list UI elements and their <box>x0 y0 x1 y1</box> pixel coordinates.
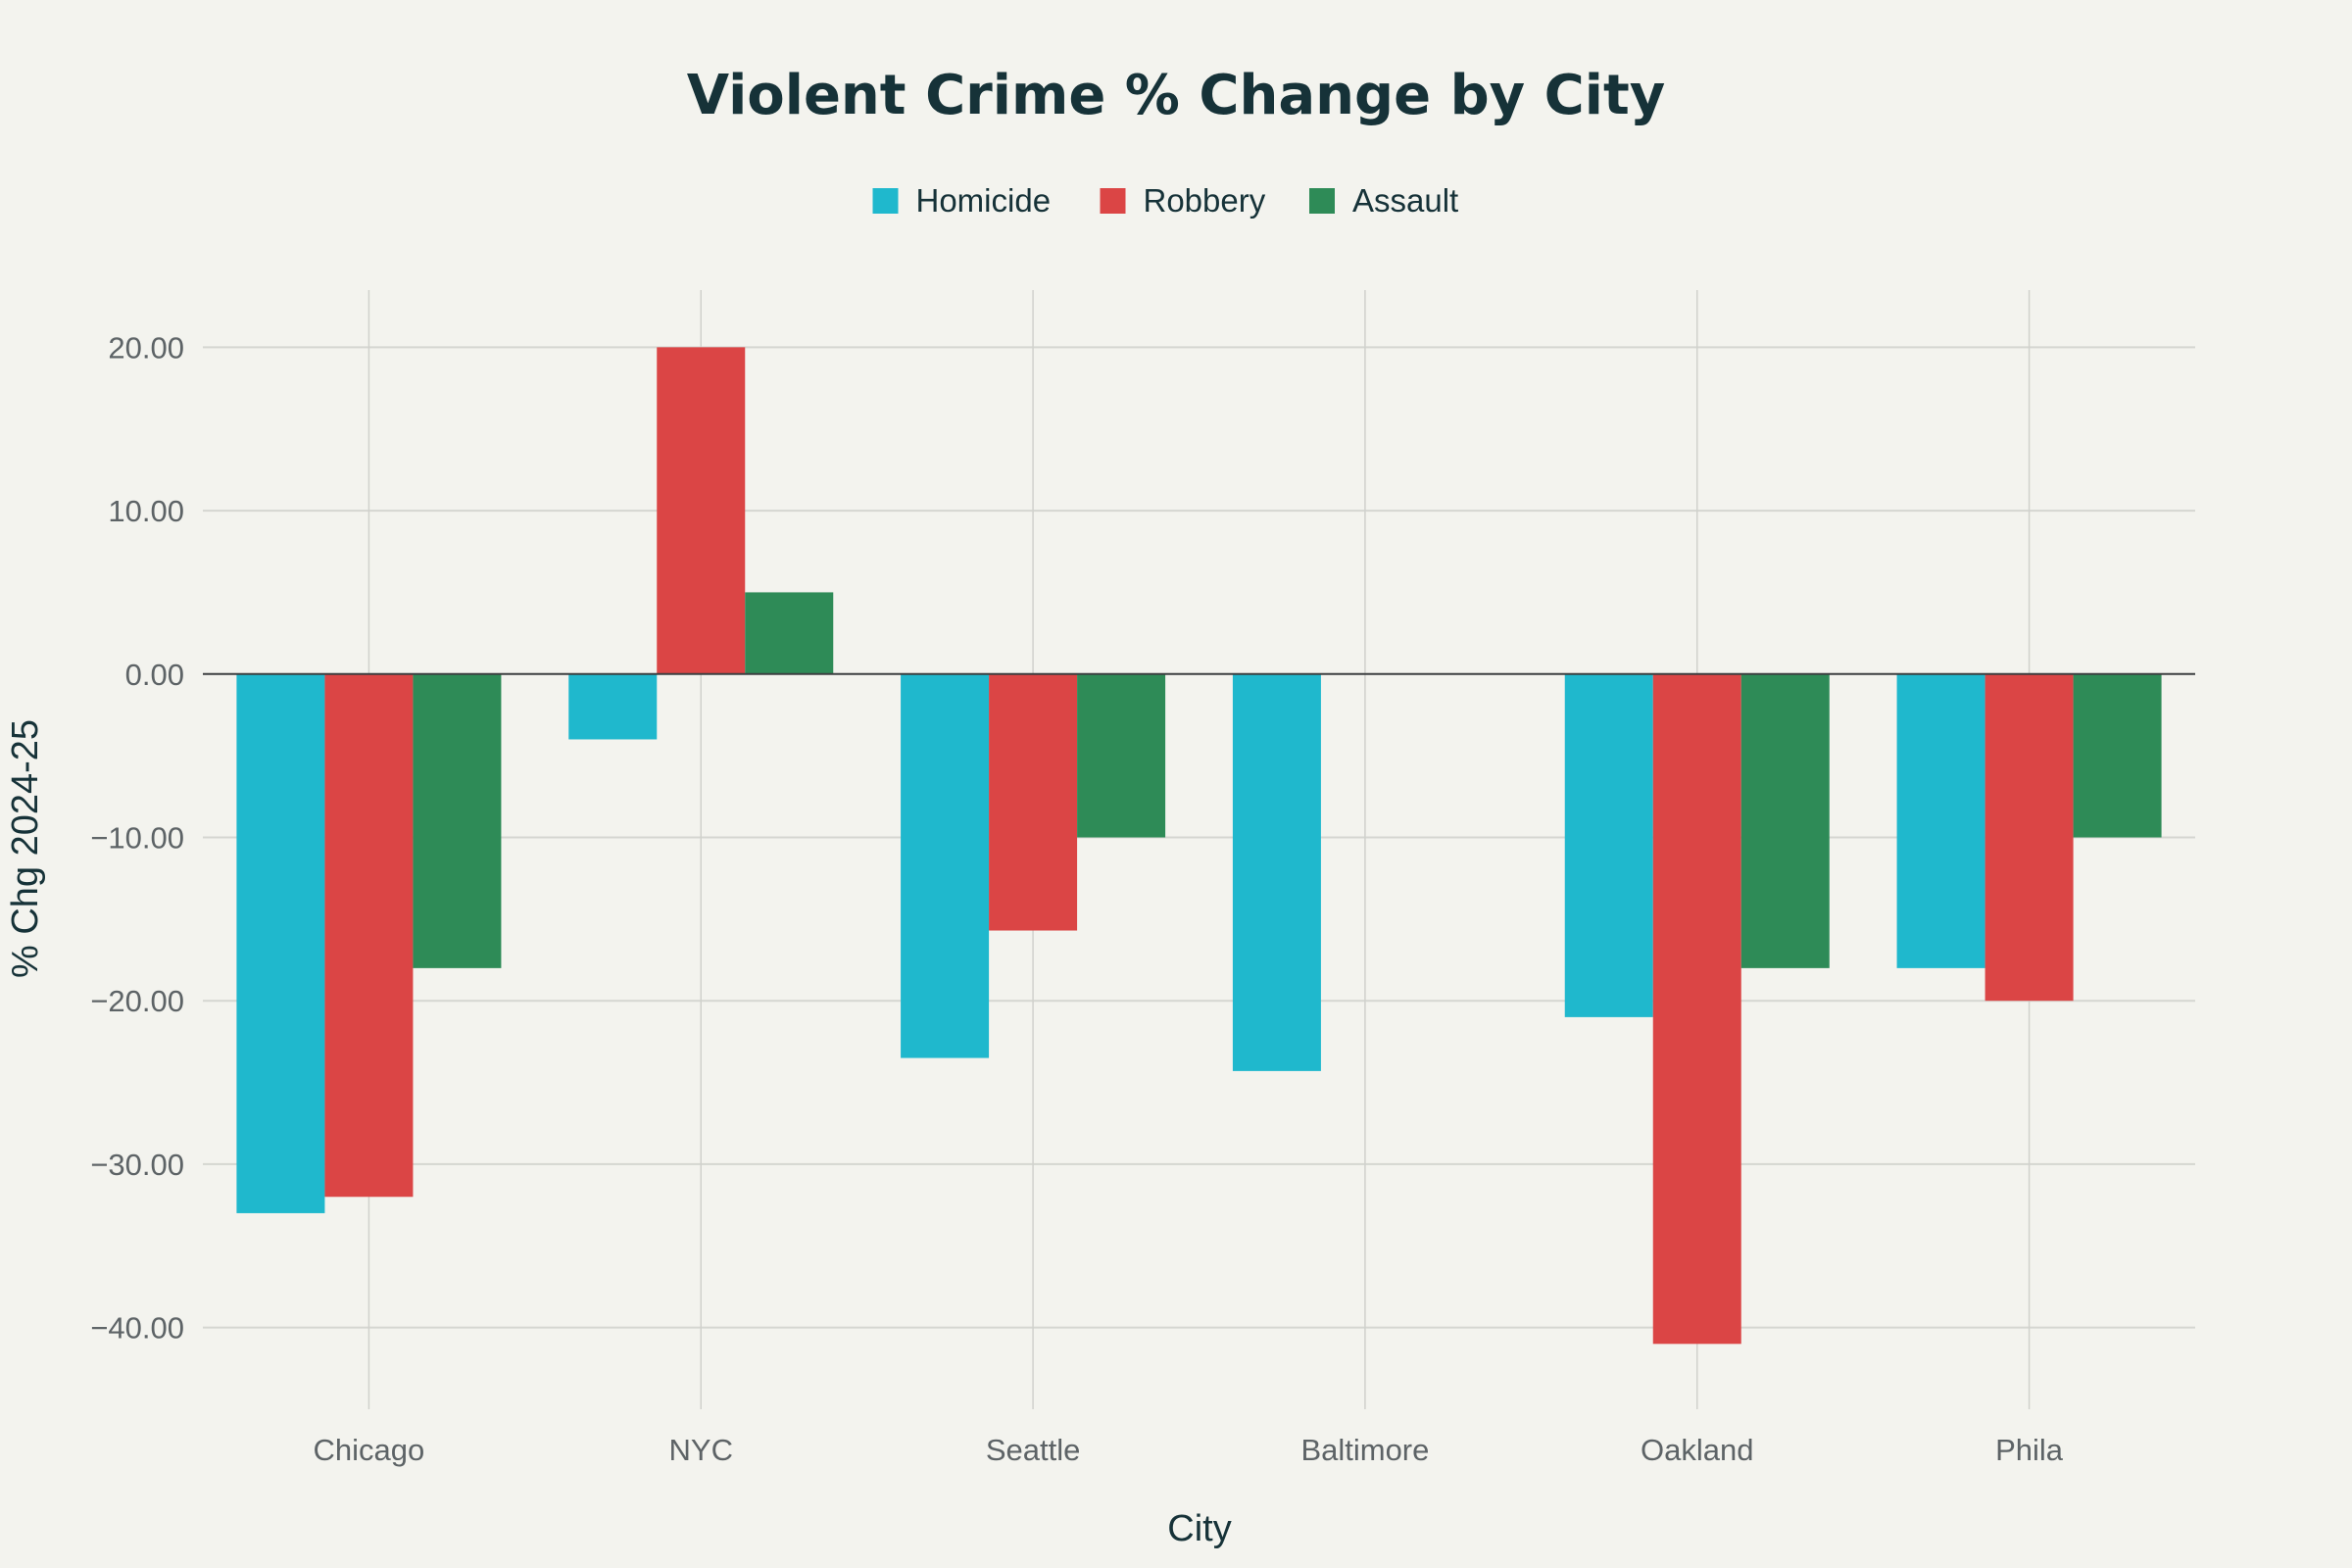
bar-robbery-chicago <box>324 673 414 1198</box>
bar-homicide-phila <box>1896 673 1985 968</box>
bar-assault-oakland <box>1740 673 1830 968</box>
bar-robbery-phila <box>1984 673 2074 1002</box>
x-tick-label-chicago: Chicago <box>314 1433 425 1467</box>
y-tick-label: 20.00 <box>108 330 184 365</box>
legend-swatch-robbery <box>1100 188 1126 214</box>
x-axis-ticks: Chicago NYC Seattle Baltimore Oakland Phila <box>314 1433 2064 1467</box>
y-tick-label: 0.00 <box>125 658 184 692</box>
y-tick-label: −20.00 <box>90 984 184 1018</box>
y-axis-title: % Chg 2024-25 <box>5 719 46 978</box>
y-tick-label: −40.00 <box>90 1311 184 1346</box>
bar-homicide-oakland <box>1564 673 1653 1017</box>
legend-label-assault: Assault <box>1352 182 1458 219</box>
y-tick-label: 10.00 <box>108 494 184 528</box>
x-tick-label-oakland: Oakland <box>1641 1433 1753 1467</box>
bars <box>203 347 2195 1345</box>
x-tick-label-phila: Phila <box>1995 1433 2064 1467</box>
y-tick-label: −10.00 <box>90 820 184 855</box>
x-tick-label-baltimore: Baltimore <box>1300 1433 1429 1467</box>
legend-label-robbery: Robbery <box>1144 182 1266 219</box>
bar-homicide-chicago <box>236 673 325 1213</box>
gridlines <box>203 290 2195 1409</box>
bar-robbery-oakland <box>1652 673 1741 1345</box>
legend-label-homicide: Homicide <box>916 182 1052 219</box>
legend-swatch-homicide <box>872 188 899 214</box>
chart-title: Violent Crime % Change by City <box>687 64 1666 127</box>
bar-homicide-seattle <box>901 673 990 1058</box>
x-tick-label-nyc: NYC <box>669 1433 733 1467</box>
bar-assault-chicago <box>413 673 502 968</box>
bar-robbery-seattle <box>989 673 1078 931</box>
bar-assault-nyc <box>745 592 834 674</box>
bar-assault-seattle <box>1077 673 1166 838</box>
y-tick-label: −30.00 <box>90 1148 184 1182</box>
x-tick-label-seattle: Seattle <box>986 1433 1081 1467</box>
x-axis-title: City <box>1167 1508 1231 1549</box>
legend: Homicide Robbery Assault <box>872 182 1458 219</box>
bar-homicide-baltimore <box>1232 673 1321 1071</box>
legend-swatch-assault <box>1309 188 1335 214</box>
bar-homicide-nyc <box>568 673 658 740</box>
bar-assault-phila <box>2073 673 2162 838</box>
bar-robbery-nyc <box>657 347 746 674</box>
y-axis-ticks: 20.00 10.00 0.00 −10.00 −20.00 −30.00 −40.00 <box>90 330 184 1345</box>
